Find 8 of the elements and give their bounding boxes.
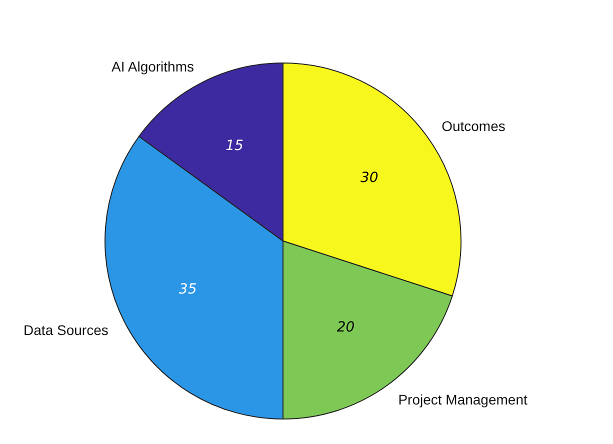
slice-label: Data Sources bbox=[24, 322, 108, 338]
data-label: 35 bbox=[178, 281, 197, 298]
slice-label: Project Management bbox=[398, 392, 528, 408]
data-label: 30 bbox=[360, 170, 378, 186]
slice-label: AI Algorithms bbox=[112, 58, 194, 74]
slice-label: Outcomes bbox=[442, 118, 506, 134]
data-label: 20 bbox=[336, 319, 355, 336]
data-label: 15 bbox=[226, 138, 244, 154]
